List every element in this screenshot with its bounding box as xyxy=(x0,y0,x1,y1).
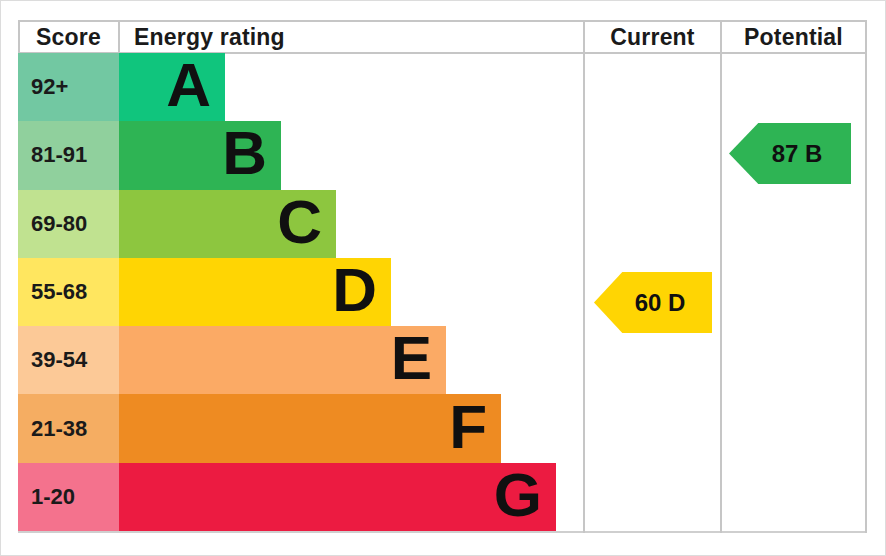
band-g-score-cell: 1-20 xyxy=(18,463,119,531)
band-g-bar: G xyxy=(119,463,556,531)
band-d-letter: D xyxy=(332,259,377,321)
band-row-g: 1-20 G xyxy=(18,463,866,531)
energy-rating-column-header: Energy rating xyxy=(119,21,584,53)
potential-column-header: Potential xyxy=(721,21,866,53)
potential-rating-label: 87 B xyxy=(758,140,823,168)
score-column-header: Score xyxy=(18,21,119,53)
band-e-letter: E xyxy=(391,327,432,389)
band-g-letter: G xyxy=(494,464,542,526)
band-c-score-cell: 69-80 xyxy=(18,190,119,258)
current-column-header: Current xyxy=(584,21,721,53)
band-rows: 92+ A 81-91 B 69-80 C 55-68 D 39-54 xyxy=(18,53,866,531)
band-f-bar: F xyxy=(119,394,501,462)
band-c-bar: C xyxy=(119,190,336,258)
current-rating-label: 60 D xyxy=(621,289,686,317)
band-row-f: 21-38 F xyxy=(18,394,866,462)
band-row-a: 92+ A xyxy=(18,53,866,121)
band-b-score-cell: 81-91 xyxy=(18,121,119,189)
band-row-e: 39-54 E xyxy=(18,326,866,394)
band-e-score-cell: 39-54 xyxy=(18,326,119,394)
band-f-letter: F xyxy=(449,396,487,458)
band-a-letter: A xyxy=(166,54,211,116)
table-bottom-border xyxy=(18,531,866,533)
epc-energy-rating-chart: Score Energy rating Current Potential 92… xyxy=(0,0,886,556)
band-row-d: 55-68 D xyxy=(18,258,866,326)
band-c-letter: C xyxy=(277,191,322,253)
band-e-bar: E xyxy=(119,326,446,394)
band-d-score-cell: 55-68 xyxy=(18,258,119,326)
band-d-bar: D xyxy=(119,258,391,326)
table-header: Score Energy rating Current Potential xyxy=(18,21,866,53)
band-b-bar: B xyxy=(119,121,281,189)
band-row-c: 69-80 C xyxy=(18,190,866,258)
band-a-bar: A xyxy=(119,53,225,121)
band-f-score-cell: 21-38 xyxy=(18,394,119,462)
band-b-letter: B xyxy=(222,122,267,184)
band-a-score-cell: 92+ xyxy=(18,53,119,121)
